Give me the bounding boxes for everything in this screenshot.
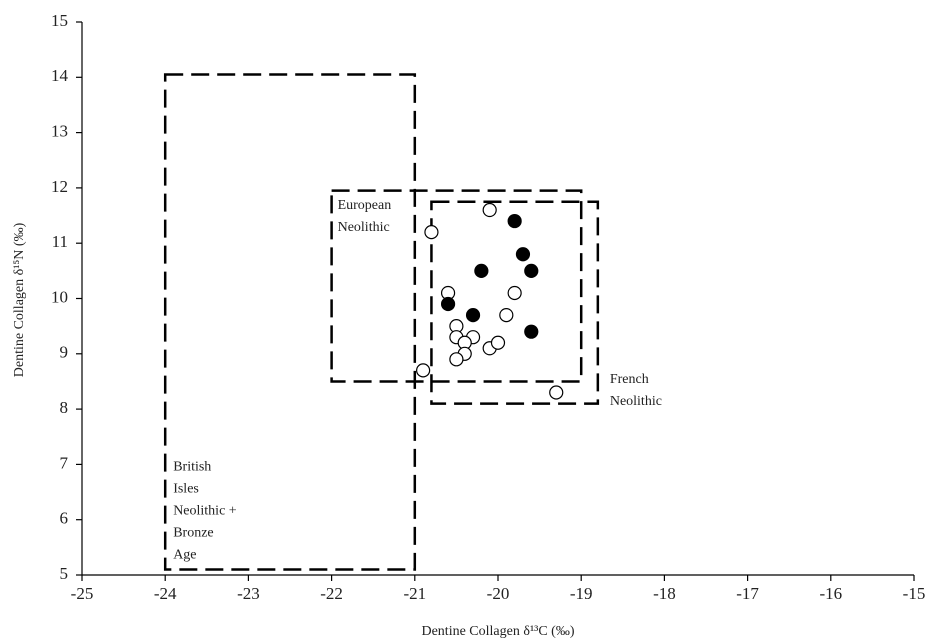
- point: [515, 247, 531, 262]
- y-tick-label: 10: [51, 287, 68, 306]
- y-tick-label: 13: [51, 122, 68, 141]
- x-tick-label: -24: [154, 584, 177, 603]
- point: [524, 263, 539, 278]
- x-tick-label: -17: [736, 584, 759, 603]
- point: [474, 263, 489, 278]
- region-label: Neolithic: [610, 394, 662, 409]
- point: [416, 363, 431, 378]
- region-label: Isles: [173, 482, 199, 497]
- x-tick-label: -23: [237, 584, 260, 603]
- x-tick-label: -21: [403, 584, 426, 603]
- point: [449, 352, 464, 367]
- region-box: [330, 189, 583, 383]
- region-label: Neolithic: [338, 220, 390, 235]
- point: [507, 213, 522, 229]
- y-tick-label: 9: [60, 343, 69, 362]
- y-tick-label: 15: [51, 11, 68, 30]
- y-tick-label: 5: [60, 564, 69, 583]
- x-tick-label: -18: [653, 584, 676, 603]
- y-tick-label: 8: [60, 398, 69, 417]
- region-label: British: [173, 460, 211, 475]
- region-label: European: [338, 198, 392, 213]
- x-tick-label: -15: [903, 584, 926, 603]
- x-tick-label: -19: [570, 584, 593, 603]
- x-tick-label: -16: [819, 584, 842, 603]
- point: [507, 285, 522, 301]
- point: [440, 296, 456, 312]
- point: [490, 335, 506, 350]
- point: [549, 385, 564, 400]
- region-box: [163, 73, 417, 571]
- x-tick-label: -25: [71, 584, 94, 603]
- y-tick-label: 7: [60, 453, 69, 472]
- y-axis-title: Dentine Collagen δ¹⁵N (‰): [12, 222, 27, 377]
- y-tick-label: 6: [60, 509, 69, 528]
- point: [499, 307, 514, 323]
- x-tick-label: -20: [487, 584, 510, 603]
- region-box: [430, 200, 600, 405]
- y-tick-label: 12: [51, 177, 68, 196]
- region-label: French: [610, 372, 649, 387]
- x-axis-title: Dentine Collagen δ¹³C (‰): [421, 624, 574, 639]
- region-label: Bronze: [173, 526, 213, 541]
- point: [524, 324, 539, 339]
- point: [482, 202, 497, 218]
- y-tick-label: 11: [52, 232, 68, 251]
- point: [424, 225, 439, 240]
- region-label: Age: [173, 548, 196, 563]
- y-tick-label: 14: [51, 66, 69, 85]
- x-tick-label: -22: [320, 584, 343, 603]
- region-label: Neolithic +: [173, 504, 237, 519]
- point: [465, 307, 481, 323]
